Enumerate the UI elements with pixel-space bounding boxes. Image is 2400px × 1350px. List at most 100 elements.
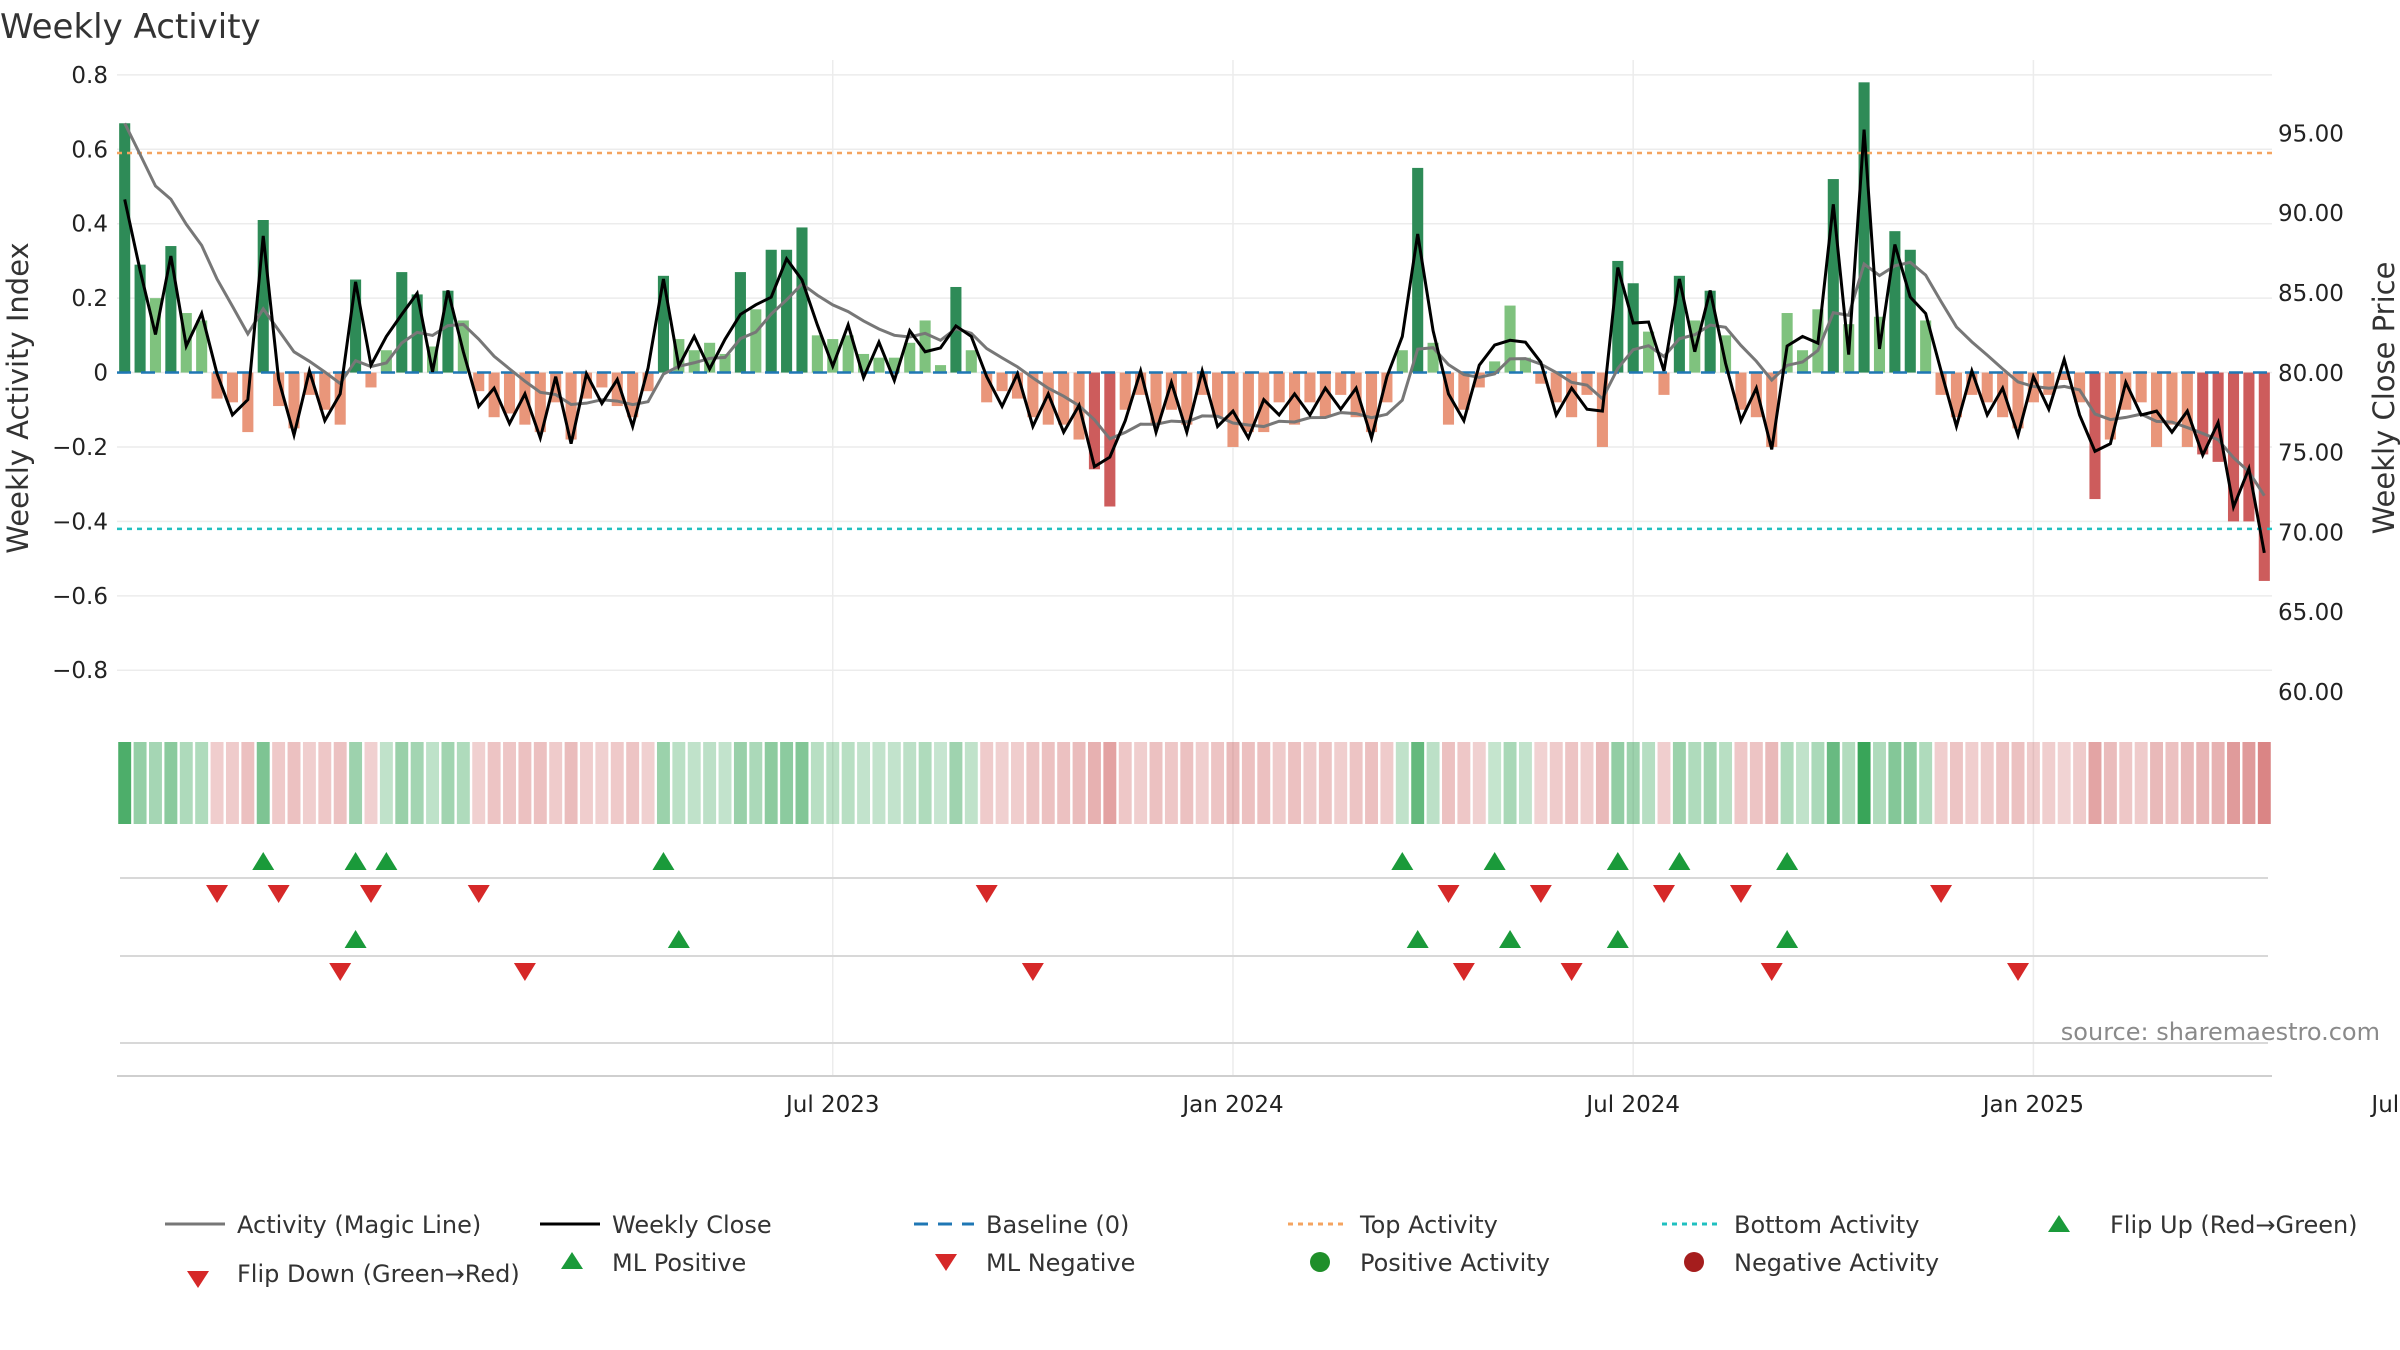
activity-bar [1412,167,1424,373]
activity-bar [1704,290,1716,373]
activity-bar [273,372,285,407]
activity-bar [134,264,146,373]
strip-cell [934,742,947,824]
strip-cell [287,742,301,824]
marker-up-icon [1606,852,1629,870]
strip-cell [2011,742,2025,824]
activity-bar [2212,372,2224,462]
activity-bar [165,246,177,373]
activity-bar [1950,372,1962,418]
legend-flip-down-icon [187,1271,209,1288]
marker-up-icon [1776,930,1799,948]
activity-bar [350,279,362,373]
strip-cell [318,742,332,824]
strip-cell [164,742,178,824]
strip-cell [687,742,701,824]
x-tick-label: Jan 2024 [1180,1092,1283,1118]
activity-bar [1427,342,1439,373]
activity-bar [288,372,300,429]
activity-bar [1335,372,1347,395]
strip-cell [1565,742,1579,824]
reference-lines [117,151,2272,531]
x-tick-label: Jul 2023 [784,1092,880,1118]
activity-bar [1242,372,1254,433]
strip-cell [1134,742,1148,824]
strip-cell [1303,742,1317,824]
magic-line [123,122,2266,497]
strip-cell [1411,742,1425,824]
strip-cell [1180,742,1194,824]
activity-bar [303,372,315,395]
strip-cell [2165,742,2179,824]
strip-cell [1826,742,1840,824]
activity-bar [242,372,254,433]
activity-bar [1289,372,1301,425]
legend-negative-activity: Negative Activity [1734,1249,1939,1277]
activity-bar [1304,372,1316,403]
activity-bar [257,220,269,373]
activity-bar [1966,372,1978,395]
strip-cell [1149,742,1163,824]
activity-bar [1119,372,1131,410]
activity-bar [934,365,947,373]
activity-bar [1212,372,1224,418]
strip-cell [395,742,409,824]
activity-bar [1442,372,1455,425]
strip-cell [1072,742,1086,824]
grid-lines [117,60,2272,1075]
marker-down-icon [1437,885,1460,903]
activity-bar [1781,313,1793,373]
legend-ml-positive-icon [561,1252,583,1269]
legend-ml-negative: ML Negative [986,1249,1135,1277]
x-tick-label: Jul 2024 [1584,1092,1680,1118]
activity-bar [2043,372,2055,395]
activity-bar [1935,372,1947,395]
strip-cell [179,742,193,824]
strip-cell [1749,742,1763,824]
strip-cell [1549,742,1563,824]
strip-cell [580,742,593,824]
strip-cell [426,742,440,824]
marker-down-icon [975,885,998,903]
strip-cell [826,742,840,824]
activity-bar [888,357,900,373]
strip-cell [703,742,717,824]
marker-up-icon [1406,930,1429,948]
strip-cell [1919,742,1933,824]
strip-cell [272,742,286,824]
strip-cell [1349,742,1363,824]
activity-bar [365,372,377,388]
strip-cell [780,742,794,824]
marker-up-icon [1668,852,1691,870]
legend-ml-positive: ML Positive [612,1249,746,1277]
legend-flip-down: Flip Down (Green→Red) [237,1260,520,1288]
left-axis-ticks: 0.8 0.6 0.4 0.2 0 −0.2 −0.4 −0.6 −0.8 [52,63,108,684]
activity-bar [642,372,654,392]
activity-bar [1350,372,1362,418]
strip-cell [503,742,516,824]
activity-bar [1612,260,1624,373]
left-tick-label: 0.4 [71,212,108,238]
marker-up-icon [1606,930,1629,948]
strip-cell [564,742,578,824]
strip-cell [1087,742,1101,824]
strip-cell [1580,742,1594,824]
right-tick-label: 70.00 [2278,520,2344,546]
activity-bar [319,372,331,410]
activity-bar [996,372,1008,392]
strip-cell [1011,742,1024,824]
left-tick-label: −0.8 [52,658,108,684]
legend-weekly-close: Weekly Close [612,1211,772,1239]
strip-cell [1457,742,1471,824]
strip-cell [1195,742,1209,824]
strip-cell [1765,742,1779,824]
strip-cell [1703,742,1717,824]
strip-cell [857,742,871,824]
strip-cell [1965,742,1979,824]
right-tick-label: 85.00 [2278,281,2344,307]
strip-cell [595,742,609,824]
activity-bar [1365,372,1378,433]
marker-down-icon [1529,885,1552,903]
strip-cell [810,742,824,824]
